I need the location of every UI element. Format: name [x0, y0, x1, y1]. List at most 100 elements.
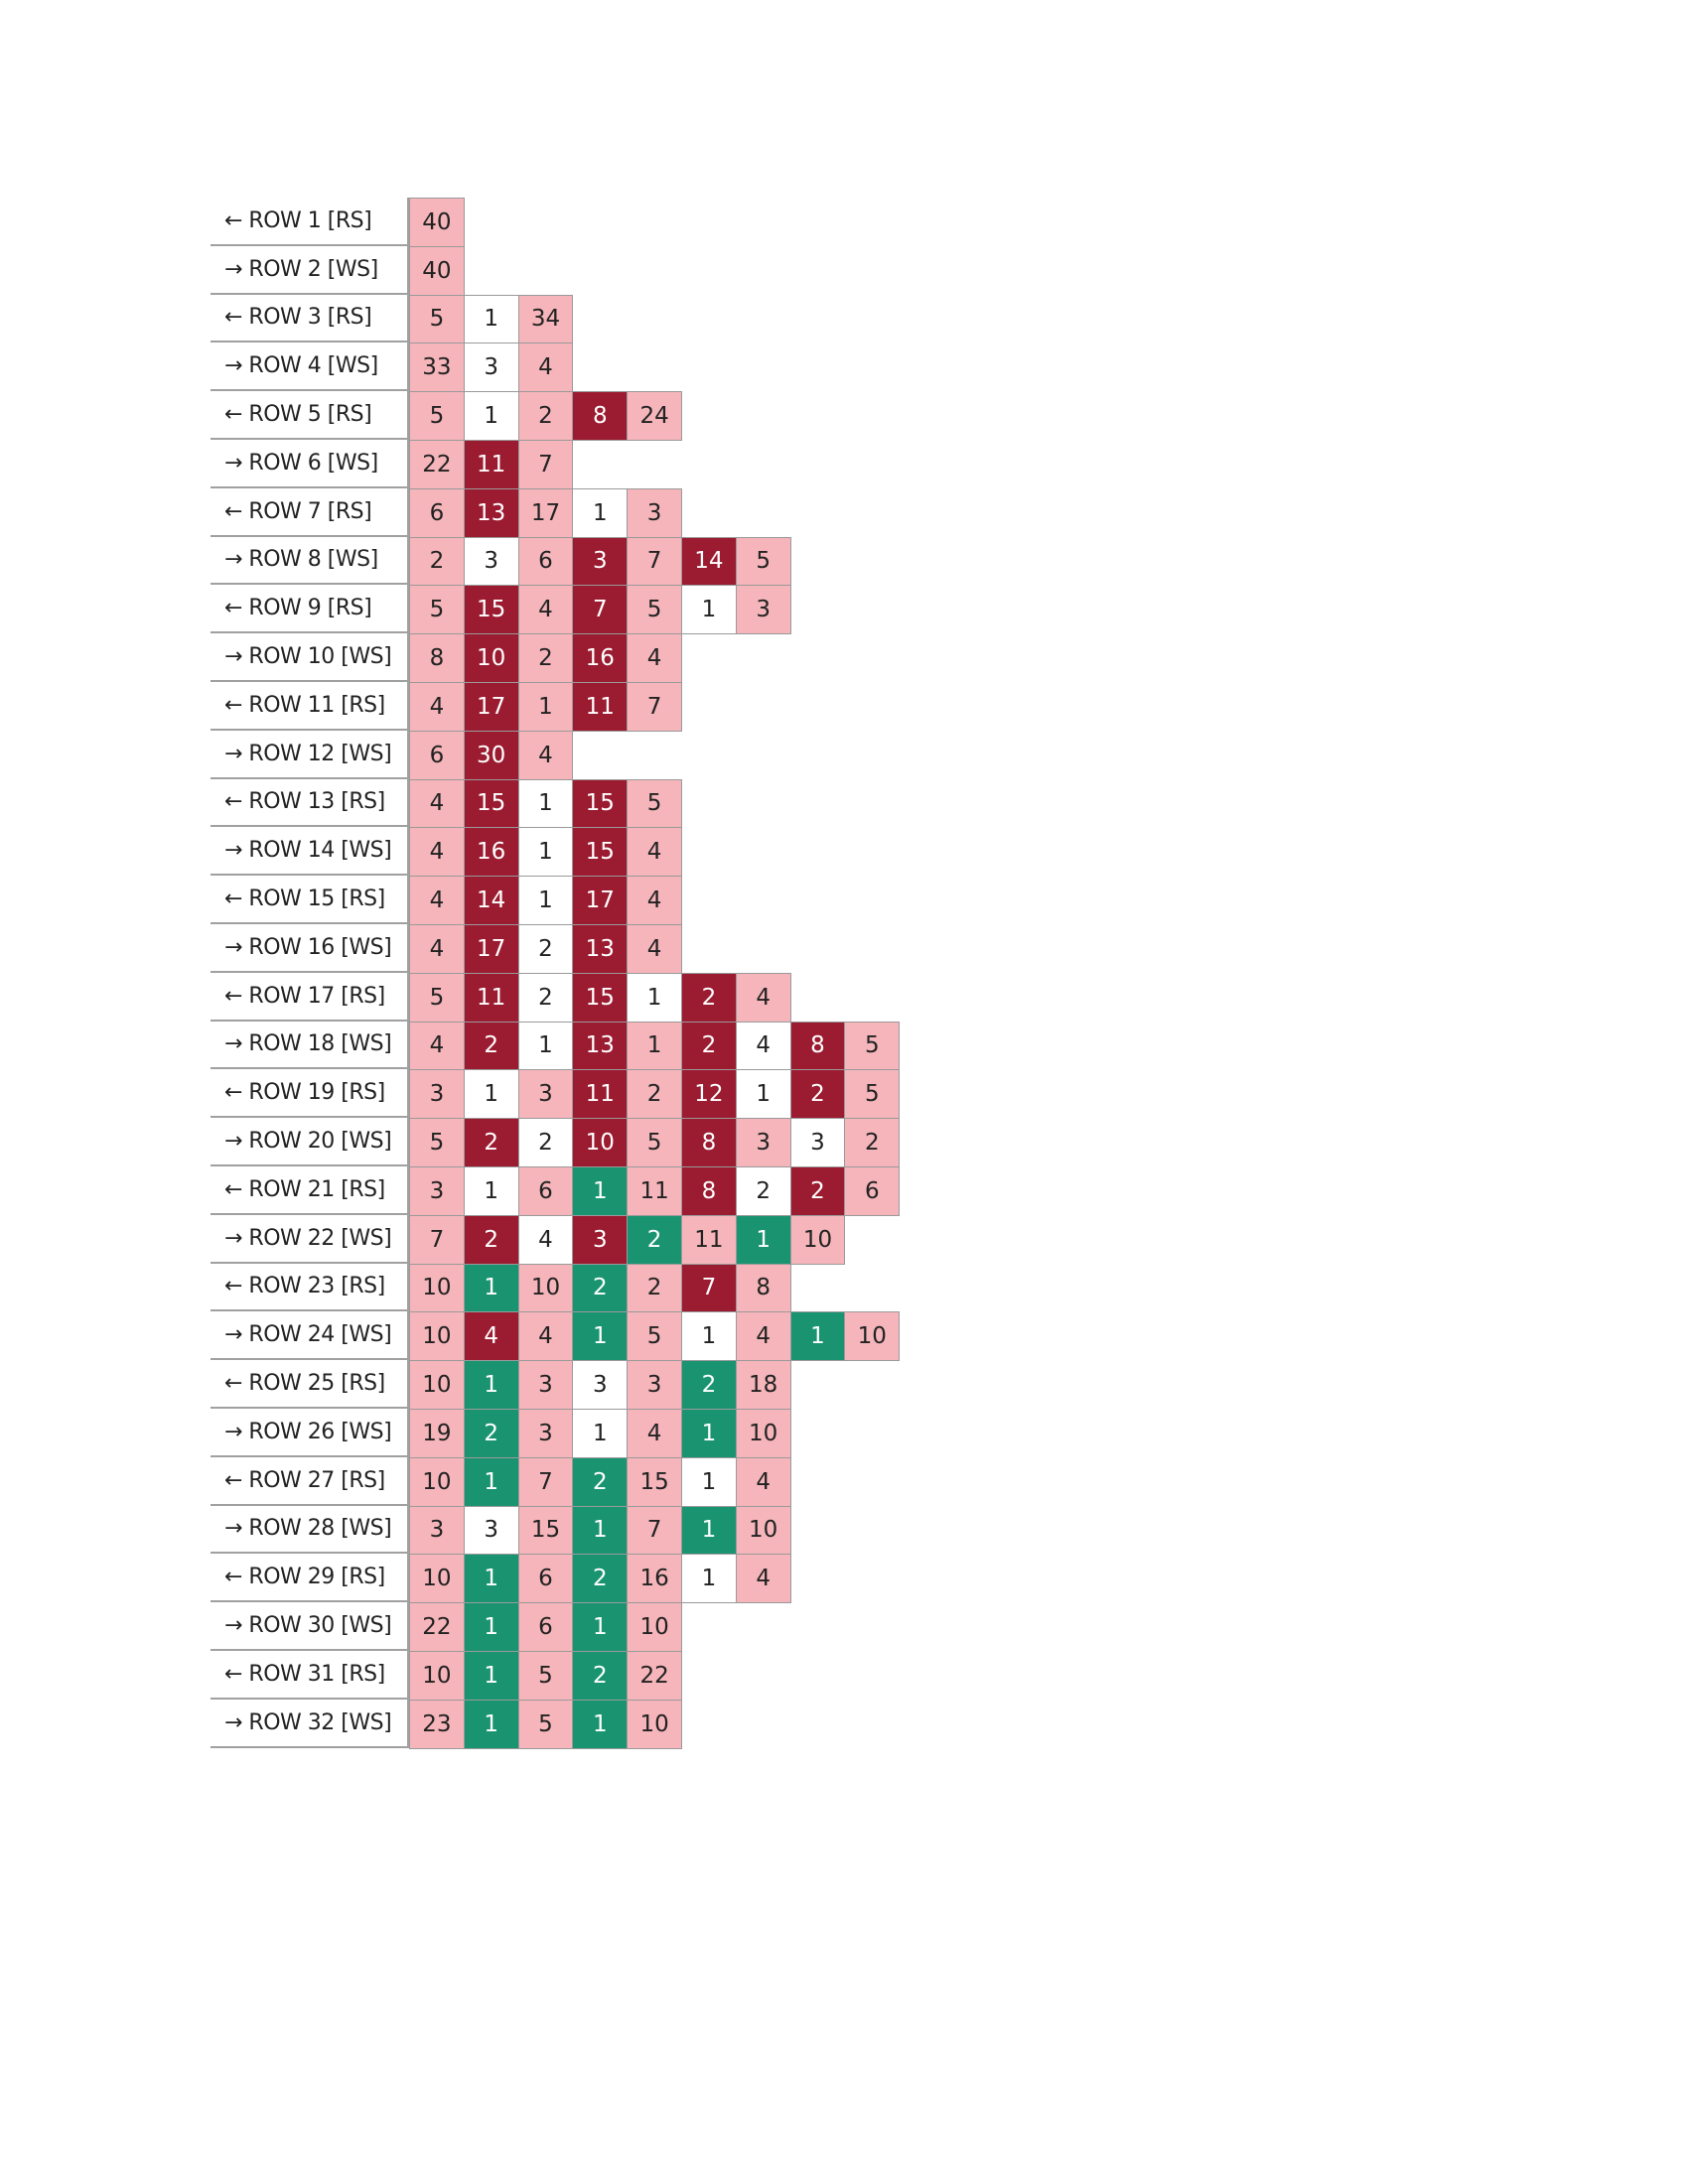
- stitch-count: 10: [789, 1214, 846, 1265]
- stitch-count: 5: [627, 585, 682, 635]
- stitch-count: 15: [463, 778, 519, 829]
- stitch-count: 22: [409, 1602, 465, 1652]
- row-label: ← ROW 13 [RS]: [211, 778, 409, 828]
- stitch-count: 5: [409, 391, 465, 441]
- row-label: ← ROW 15 [RS]: [211, 876, 409, 924]
- stitch-count: 10: [409, 1554, 465, 1604]
- stitch-count: 4: [409, 827, 465, 878]
- stitch-count: 10: [735, 1505, 791, 1556]
- stitch-count: 6: [409, 487, 465, 538]
- stitch-count: 1: [463, 294, 519, 344]
- stitch-count: 5: [517, 1651, 574, 1701]
- stitch-count: 1: [681, 1409, 737, 1458]
- stitch-count: 10: [409, 1360, 465, 1410]
- row-label: ← ROW 31 [RS]: [211, 1651, 409, 1700]
- row-label: ← ROW 5 [RS]: [211, 391, 409, 440]
- stitch-count: 30: [463, 730, 519, 780]
- row-label: ← ROW 27 [RS]: [211, 1456, 409, 1506]
- stitch-count: 7: [681, 1263, 737, 1313]
- row-label: ← ROW 3 [RS]: [211, 294, 409, 343]
- stitch-count: 10: [627, 1699, 682, 1749]
- stitch-count: 1: [572, 1166, 629, 1216]
- stitch-count: 1: [463, 1554, 519, 1604]
- stitch-count: 2: [517, 1118, 574, 1167]
- stitch-count: 5: [627, 778, 682, 829]
- stitch-count: 4: [627, 827, 682, 878]
- stitch-count: 3: [517, 1360, 574, 1410]
- stitch-count: 17: [463, 682, 519, 732]
- stitch-count: 2: [517, 633, 574, 683]
- stitch-count: 5: [409, 972, 465, 1023]
- stitch-count: 13: [572, 924, 629, 974]
- stitch-count: 2: [463, 1409, 519, 1458]
- stitch-count: 1: [463, 1699, 519, 1749]
- stitch-count: 15: [572, 778, 629, 829]
- stitch-count: 6: [517, 1554, 574, 1604]
- stitch-count: 1: [463, 1602, 519, 1652]
- stitch-count: 19: [409, 1409, 465, 1458]
- stitch-count: 1: [681, 1311, 737, 1362]
- stitch-count: 2: [681, 1021, 737, 1071]
- stitch-count: 1: [463, 1166, 519, 1216]
- stitch-count: 8: [409, 633, 465, 683]
- stitch-count: 2: [517, 972, 574, 1023]
- stitch-count: 1: [517, 876, 574, 925]
- row-label: → ROW 8 [WS]: [211, 536, 409, 586]
- stitch-count: 11: [681, 1214, 737, 1265]
- row-label: → ROW 10 [WS]: [211, 633, 409, 682]
- stitch-count: 17: [463, 924, 519, 974]
- stitch-count: 1: [627, 972, 682, 1023]
- stitch-count: 2: [572, 1651, 629, 1701]
- row-label: ← ROW 9 [RS]: [211, 585, 409, 634]
- stitch-count: 1: [681, 585, 737, 635]
- row-label: → ROW 2 [WS]: [211, 245, 409, 295]
- stitch-count: 13: [463, 487, 519, 538]
- stitch-count: 40: [409, 198, 465, 247]
- stitch-count: 5: [735, 536, 791, 587]
- row-label: → ROW 16 [WS]: [211, 924, 409, 973]
- stitch-count: 10: [735, 1409, 791, 1458]
- stitch-count: 4: [409, 876, 465, 925]
- stitch-count: 3: [789, 1118, 846, 1167]
- stitch-count: 3: [627, 1360, 682, 1410]
- row-label: → ROW 24 [WS]: [211, 1311, 409, 1361]
- stitch-count: 3: [463, 342, 519, 393]
- row-label: → ROW 14 [WS]: [211, 827, 409, 877]
- stitch-count: 3: [517, 1409, 574, 1458]
- row-label: → ROW 18 [WS]: [211, 1021, 409, 1070]
- stitch-count: 15: [517, 1505, 574, 1556]
- stitch-count: 4: [517, 730, 574, 780]
- stitch-count: 10: [463, 633, 519, 683]
- stitch-count: 2: [572, 1554, 629, 1604]
- stitch-count: 7: [517, 440, 574, 489]
- row-label: ← ROW 19 [RS]: [211, 1069, 409, 1119]
- stitch-count: 10: [409, 1263, 465, 1313]
- row-label: → ROW 20 [WS]: [211, 1118, 409, 1166]
- stitch-count: 12: [681, 1069, 737, 1120]
- stitch-count: 4: [735, 1311, 791, 1362]
- row-label: ← ROW 25 [RS]: [211, 1360, 409, 1409]
- stitch-count: 7: [627, 536, 682, 587]
- stitch-count: 1: [463, 1456, 519, 1507]
- stitch-count: 10: [409, 1311, 465, 1362]
- stitch-count: 2: [463, 1021, 519, 1071]
- stitch-count: 4: [409, 682, 465, 732]
- stitch-count: 3: [735, 1118, 791, 1167]
- stitch-count: 2: [735, 1166, 791, 1216]
- stitch-count: 6: [844, 1166, 901, 1216]
- stitch-count: 1: [463, 391, 519, 441]
- stitch-count: 5: [517, 1699, 574, 1749]
- stitch-count: 4: [735, 972, 791, 1023]
- stitch-count: 1: [463, 1651, 519, 1701]
- stitch-count: 5: [844, 1069, 901, 1120]
- stitch-count: 2: [681, 972, 737, 1023]
- stitch-count: 5: [627, 1311, 682, 1362]
- stitch-count: 3: [627, 487, 682, 538]
- stitch-count: 33: [409, 342, 465, 393]
- stitch-count: 3: [572, 1360, 629, 1410]
- stitch-count: 11: [463, 440, 519, 489]
- stitch-count: 3: [572, 536, 629, 587]
- stitch-count: 1: [572, 1505, 629, 1556]
- stitch-count: 2: [789, 1069, 846, 1120]
- stitch-count: 4: [735, 1554, 791, 1604]
